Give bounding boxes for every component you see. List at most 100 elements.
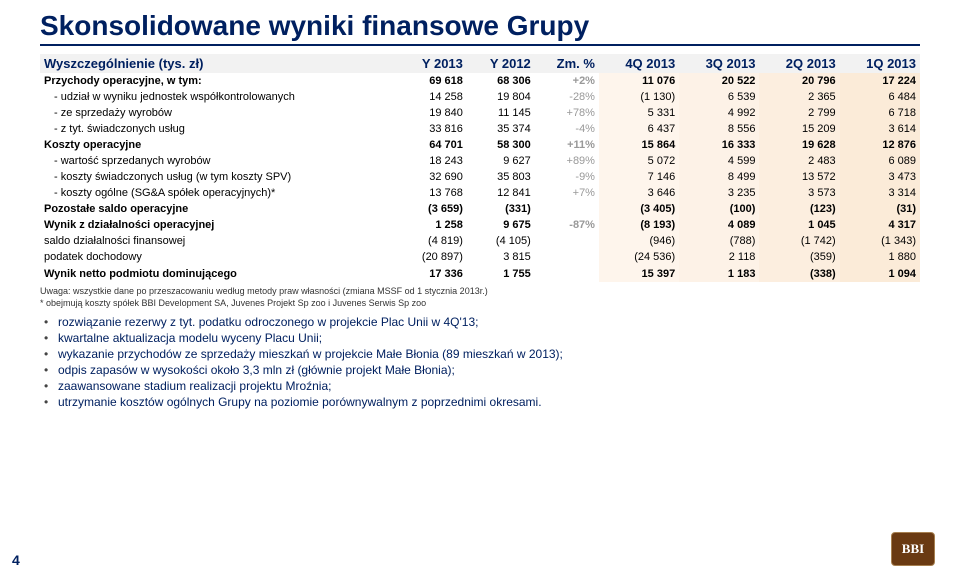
cell: 8 556: [679, 121, 759, 137]
row-label: - ze sprzedaży wyrobów: [40, 105, 399, 121]
row-label: podatek dochodowy: [40, 249, 399, 265]
row-label: - koszty świadczonych usług (w tym koszt…: [40, 169, 399, 185]
financial-table: Wyszczególnienie (tys. zł) Y 2013 Y 2012…: [40, 54, 920, 282]
table-row: Przychody operacyjne, w tym:69 61868 306…: [40, 73, 920, 89]
page-title: Skonsolidowane wyniki finansowe Grupy: [40, 10, 920, 46]
cell: 20 796: [759, 73, 839, 89]
cell: 2 799: [759, 105, 839, 121]
table-row: - wartość sprzedanych wyrobów18 2439 627…: [40, 153, 920, 169]
cell: 3 573: [759, 185, 839, 201]
cell: (359): [759, 249, 839, 265]
bullet-item: kwartalne aktualizacja modelu wyceny Pla…: [44, 331, 920, 345]
cell: 9 627: [467, 153, 535, 169]
cell: [535, 201, 599, 217]
cell: 16 333: [679, 137, 759, 153]
cell: 11 076: [599, 73, 679, 89]
cell: (8 193): [599, 217, 679, 233]
cell: (1 130): [599, 89, 679, 105]
cell: 19 840: [399, 105, 467, 121]
cell: 3 646: [599, 185, 679, 201]
cell: 6 718: [840, 105, 920, 121]
cell: (4 105): [467, 233, 535, 249]
table-row: Wynik netto podmiotu dominującego17 336 1…: [40, 265, 920, 282]
row-label: - z tyt. świadczonych usług: [40, 121, 399, 137]
cell: [535, 233, 599, 249]
cell: 5 331: [599, 105, 679, 121]
col-header: 4Q 2013: [599, 54, 679, 73]
cell: -9%: [535, 169, 599, 185]
table-row: - koszty ogólne (SG&A spółek operacyjnyc…: [40, 185, 920, 201]
col-header: Zm. %: [535, 54, 599, 73]
note-line: * obejmują koszty spółek BBI Development…: [40, 298, 920, 310]
cell: +2%: [535, 73, 599, 89]
cell: (3 405): [599, 201, 679, 217]
cell: (24 536): [599, 249, 679, 265]
cell: 64 701: [399, 137, 467, 153]
cell: 15 209: [759, 121, 839, 137]
cell: (4 819): [399, 233, 467, 249]
cell: 35 803: [467, 169, 535, 185]
cell: 8 499: [679, 169, 759, 185]
cell: 3 473: [840, 169, 920, 185]
cell: 3 235: [679, 185, 759, 201]
table-row: - udział w wyniku jednostek współkontrol…: [40, 89, 920, 105]
row-label: Wynik netto podmiotu dominującego: [40, 265, 399, 282]
col-header: 2Q 2013: [759, 54, 839, 73]
cell: (20 897): [399, 249, 467, 265]
bullet-item: odpis zapasów w wysokości około 3,3 mln …: [44, 363, 920, 377]
cell: 9 675: [467, 217, 535, 233]
cell: 6 539: [679, 89, 759, 105]
bullet-item: utrzymanie kosztów ogólnych Grupy na poz…: [44, 395, 920, 409]
cell: +11%: [535, 137, 599, 153]
cell: [535, 249, 599, 265]
cell: 2 118: [679, 249, 759, 265]
cell: 5 072: [599, 153, 679, 169]
cell: 58 300: [467, 137, 535, 153]
cell: 3 815: [467, 249, 535, 265]
cell: 68 306: [467, 73, 535, 89]
bullet-list: rozwiązanie rezerwy z tyt. podatku odroc…: [44, 315, 920, 409]
cell: 3 314: [840, 185, 920, 201]
cell: 14 258: [399, 89, 467, 105]
cell: 12 876: [840, 137, 920, 153]
table-row: Pozostałe saldo operacyjne(3 659)(331)(3…: [40, 201, 920, 217]
row-label: - udział w wyniku jednostek współkontrol…: [40, 89, 399, 105]
cell: [535, 265, 599, 282]
cell: 1 880: [840, 249, 920, 265]
cell: 1 045: [759, 217, 839, 233]
cell: 7 146: [599, 169, 679, 185]
cell: 17 336: [399, 265, 467, 282]
cell: 2 365: [759, 89, 839, 105]
cell: +78%: [535, 105, 599, 121]
col-header: 1Q 2013: [840, 54, 920, 73]
note-line: Uwaga: wszystkie dane po przeszacowaniu …: [40, 286, 920, 298]
row-label: Koszty operacyjne: [40, 137, 399, 153]
cell: 4 599: [679, 153, 759, 169]
row-label: Przychody operacyjne, w tym:: [40, 73, 399, 89]
cell: 33 816: [399, 121, 467, 137]
col-header: Y 2012: [467, 54, 535, 73]
table-row: - z tyt. świadczonych usług33 81635 374-…: [40, 121, 920, 137]
table-row: Wynik z działalności operacyjnej1 2589 6…: [40, 217, 920, 233]
col-header: Wyszczególnienie (tys. zł): [40, 54, 399, 73]
cell: 17 224: [840, 73, 920, 89]
cell: +89%: [535, 153, 599, 169]
cell: 1 183: [679, 265, 759, 282]
cell: -87%: [535, 217, 599, 233]
cell: (31): [840, 201, 920, 217]
cell: 6 089: [840, 153, 920, 169]
bullet-item: zaawansowane stadium realizacji projektu…: [44, 379, 920, 393]
table-row: - ze sprzedaży wyrobów19 84011 145+78%5 …: [40, 105, 920, 121]
cell: (338): [759, 265, 839, 282]
cell: (100): [679, 201, 759, 217]
cell: 69 618: [399, 73, 467, 89]
cell: (1 742): [759, 233, 839, 249]
row-label: Wynik z działalności operacyjnej: [40, 217, 399, 233]
logo-bbi: BBI: [891, 532, 935, 566]
row-label: - wartość sprzedanych wyrobów: [40, 153, 399, 169]
cell: 19 804: [467, 89, 535, 105]
bullet-item: rozwiązanie rezerwy z tyt. podatku odroc…: [44, 315, 920, 329]
bullet-item: wykazanie przychodów ze sprzedaży mieszk…: [44, 347, 920, 361]
table-row: saldo działalności finansowej(4 819)(4 1…: [40, 233, 920, 249]
col-header: Y 2013: [399, 54, 467, 73]
